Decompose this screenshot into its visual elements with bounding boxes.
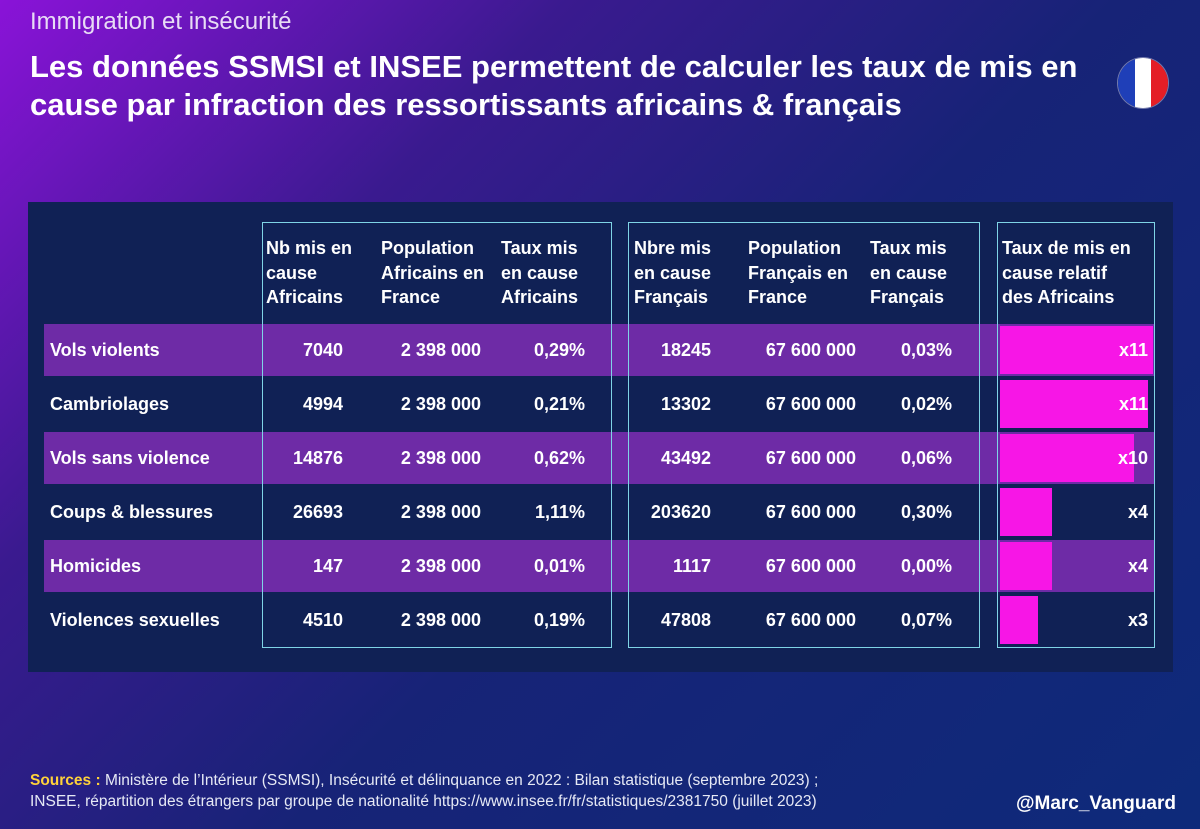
header-population-francais: Population Français en France — [748, 236, 848, 310]
flag-white-stripe — [1134, 58, 1152, 108]
relatif-bar — [1000, 434, 1135, 482]
header-line: Population — [748, 238, 841, 258]
cell-nb-francais: 13302 — [660, 394, 711, 414]
cell-pop-africains: 2 398 000 — [400, 556, 481, 576]
row-band — [44, 432, 1154, 484]
relatif-label: x3 — [1127, 610, 1148, 630]
topic-label: Immigration et insécurité — [30, 8, 292, 35]
cell-taux-africains: 0,19% — [533, 610, 585, 630]
sources-label: Sources : — [30, 772, 101, 789]
header-nb-africains: Nb mis en cause Africains — [266, 236, 352, 310]
header-taux-relatif: Taux de mis en cause relatif des Africains — [1002, 236, 1131, 310]
flag-red-stripe — [1151, 58, 1168, 108]
sources-note: Sources : Ministère de l’Intérieur (SSMS… — [30, 770, 818, 812]
row-band — [44, 324, 1154, 376]
relatif-group-box — [997, 222, 1155, 648]
sources-line-1: Ministère de l’Intérieur (SSMSI), Insécu… — [104, 772, 819, 789]
header-line: Africains — [501, 287, 579, 307]
header-line: France — [748, 287, 808, 307]
relatif-bar — [1000, 596, 1038, 644]
row-band — [44, 540, 1154, 592]
cell-nb-africains: 26693 — [292, 502, 343, 522]
cell-pop-francais: 67 600 000 — [765, 556, 856, 576]
cell-pop-francais: 67 600 000 — [765, 394, 856, 414]
row-label: Cambriolages — [50, 394, 170, 414]
relatif-bar — [1000, 488, 1052, 536]
relatif-label: x10 — [1117, 448, 1148, 468]
header-line: Nb mis en — [266, 238, 353, 258]
header-line: Français — [634, 287, 709, 307]
cell-pop-africains: 2 398 000 — [400, 448, 481, 468]
cell-nb-africains: 7040 — [302, 340, 343, 360]
row-label: Coups & blessures — [50, 502, 214, 522]
cell-taux-africains: 0,62% — [533, 448, 585, 468]
header-line: Taux mis — [501, 238, 578, 258]
relatif-bar — [1000, 326, 1153, 374]
relatif-label: x11 — [1118, 340, 1148, 360]
cell-nb-francais: 18245 — [660, 340, 711, 360]
cell-pop-africains: 2 398 000 — [400, 502, 481, 522]
header-line: cause — [266, 262, 318, 283]
header-line: Français — [870, 287, 945, 307]
sources-line-2: INSEE, répartition des étrangers par gro… — [30, 793, 817, 810]
cell-nb-africains: 4510 — [302, 610, 343, 630]
cell-taux-africains: 0,29% — [533, 340, 585, 360]
cell-nb-francais: 1117 — [672, 556, 711, 576]
header-line: en cause — [634, 262, 712, 283]
header-nb-francais: Nbre mis en cause Français — [634, 236, 711, 310]
relatif-bar — [1000, 542, 1052, 590]
cell-taux-francais: 0,02% — [900, 394, 952, 414]
row-label: Vols sans violence — [50, 448, 210, 468]
cell-pop-francais: 67 600 000 — [765, 340, 856, 360]
cell-nb-francais: 47808 — [660, 610, 711, 630]
cell-nb-francais: 43492 — [660, 448, 711, 468]
flag-blue-stripe — [1118, 58, 1135, 108]
header-taux-francais: Taux mis en cause Français — [870, 236, 947, 310]
cell-taux-francais: 0,07% — [900, 610, 952, 630]
header-line: en cause — [870, 262, 948, 283]
relatif-bar — [1000, 380, 1149, 428]
cell-taux-francais: 0,06% — [900, 448, 952, 468]
cell-pop-africains: 2 398 000 — [400, 394, 481, 414]
cell-pop-africains: 2 398 000 — [400, 340, 481, 360]
header-line: Nbre mis — [634, 238, 712, 258]
page-title: Les données SSMSI et INSEE permettent de… — [30, 49, 1078, 122]
row-label: Vols violents — [50, 340, 160, 360]
header-line: France — [381, 287, 441, 307]
header-line: Français en — [748, 262, 849, 283]
relatif-label: x11 — [1118, 394, 1148, 414]
author-handle: @Marc_Vanguard — [1015, 793, 1176, 814]
header-line: Taux de mis en — [1002, 238, 1131, 258]
cell-taux-francais: 0,03% — [900, 340, 952, 360]
row-label: Homicides — [50, 556, 142, 576]
header-line: cause relatif — [1002, 262, 1108, 283]
cell-nb-africains: 147 — [312, 556, 343, 576]
header-line: des Africains — [1002, 287, 1115, 307]
header-population-africains: Population Africains en France — [381, 236, 484, 310]
relatif-label: x4 — [1127, 556, 1148, 576]
cell-nb-africains: 4994 — [302, 394, 343, 414]
header-taux-africains: Taux mis en cause Africains — [501, 236, 578, 310]
header-line: Taux mis — [870, 238, 947, 258]
cell-taux-africains: 1,11% — [534, 502, 585, 522]
cell-pop-francais: 67 600 000 — [765, 502, 856, 522]
cell-taux-africains: 0,21% — [533, 394, 585, 414]
relatif-label: x4 — [1127, 502, 1148, 522]
france-flag-icon — [1118, 58, 1168, 108]
cell-taux-africains: 0,01% — [533, 556, 585, 576]
cell-pop-francais: 67 600 000 — [765, 610, 856, 630]
cell-nb-francais: 203620 — [650, 502, 711, 522]
africains-group-box — [262, 222, 612, 648]
header-line: en cause — [501, 262, 579, 283]
cell-taux-francais: 0,00% — [900, 556, 952, 576]
row-label: Violences sexuelles — [50, 610, 220, 630]
cell-pop-francais: 67 600 000 — [765, 448, 856, 468]
francais-group-box — [628, 222, 980, 648]
header-line: Africains — [266, 287, 344, 307]
header-line: Population — [381, 238, 474, 258]
cell-pop-africains: 2 398 000 — [400, 610, 481, 630]
cell-taux-francais: 0,30% — [900, 502, 952, 522]
cell-nb-africains: 14876 — [292, 448, 343, 468]
header-line: Africains en — [381, 262, 485, 283]
